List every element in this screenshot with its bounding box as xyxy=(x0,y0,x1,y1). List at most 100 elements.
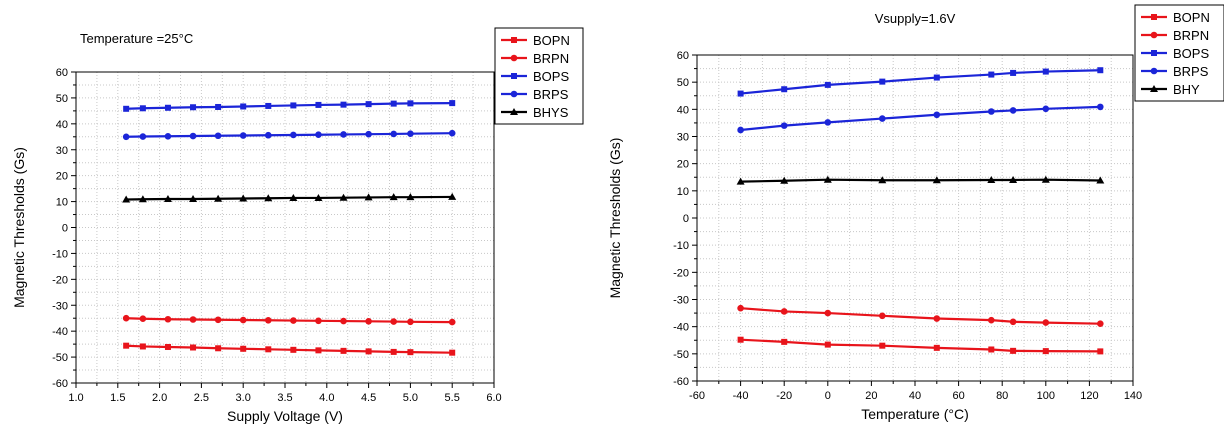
y-tick-label: 30 xyxy=(677,132,689,144)
data-point-bhys xyxy=(364,193,373,201)
data-point-bhys xyxy=(264,194,273,202)
data-point-bopn xyxy=(123,342,130,349)
data-point-bopn xyxy=(340,347,347,354)
x-tick-label: -40 xyxy=(733,390,749,402)
grid xyxy=(696,54,1134,382)
series-line-bopn xyxy=(126,344,453,354)
y-tick-label: 40 xyxy=(677,104,689,116)
y-tick-label: 30 xyxy=(56,145,68,157)
data-point-brpn xyxy=(340,317,347,325)
data-point-bopn xyxy=(879,342,886,349)
data-point-brps xyxy=(239,132,247,139)
data-point-brps xyxy=(933,111,941,119)
y-tick-label: -50 xyxy=(673,349,689,361)
y-tick-label: -40 xyxy=(673,322,689,334)
data-point-bhys xyxy=(138,195,147,203)
chart-supply-voltage: 1.0 1.5 2.0 2.5 3.0 3.5 4.0 4.5 5.0 5.5 6.0-60-50-… xyxy=(11,27,584,424)
data-point-bopn xyxy=(824,341,831,348)
data-point-brpn xyxy=(189,316,197,323)
data-point-bhy xyxy=(780,176,789,184)
legend: BOPN BRPN BOPS BRPS BHYS xyxy=(494,27,584,125)
data-point-brps xyxy=(122,133,130,141)
legend-swatch-marker xyxy=(510,54,518,62)
x-tick-label: 40 xyxy=(909,390,921,402)
y-axis: -60 -50 -40 -30 -20 -10 0 10 20 30 40 50 60 xyxy=(673,50,697,388)
data-point-brpn xyxy=(933,315,941,322)
x-tick-label: 120 xyxy=(1080,390,1098,402)
legend-swatch-marker xyxy=(511,73,517,79)
data-point-bopn xyxy=(988,346,995,353)
data-point-bhys xyxy=(122,195,131,203)
x-tick-label: 2.5 xyxy=(194,392,209,404)
data-point-bhys xyxy=(163,194,172,202)
x-tick-label: 20 xyxy=(865,390,877,402)
data-point-bops xyxy=(215,103,222,110)
y-tick-label: -30 xyxy=(52,300,68,312)
chart-title: Temperature =25°C xyxy=(80,31,193,46)
data-point-bhy xyxy=(1009,175,1018,183)
legend-swatch-marker xyxy=(510,90,518,98)
data-point-bopn xyxy=(1042,348,1049,355)
x-tick-label: 3.0 xyxy=(236,392,251,404)
data-point-brpn xyxy=(290,317,297,324)
x-tick-label: 100 xyxy=(1037,390,1055,402)
data-point-bhys xyxy=(214,194,223,202)
data-point-bopn xyxy=(407,349,414,356)
data-point-bopn xyxy=(1097,348,1104,355)
series-bopn xyxy=(737,336,1104,355)
x-tick-label: 1.0 xyxy=(68,392,83,404)
series-bhys xyxy=(122,192,457,203)
x-tick-label: 4.5 xyxy=(361,392,376,404)
data-point-brpn xyxy=(139,315,147,323)
data-point-brpn xyxy=(239,316,247,324)
data-point-brps xyxy=(1097,103,1104,111)
data-point-brps xyxy=(340,131,347,138)
series-line-brpn xyxy=(126,317,453,324)
data-point-brpn xyxy=(1042,319,1050,326)
legend-swatch-marker xyxy=(1150,31,1158,39)
y-tick-label: 50 xyxy=(677,77,689,89)
data-point-bops xyxy=(1010,69,1017,76)
data-point-brps xyxy=(1042,105,1050,113)
y-tick-label: 60 xyxy=(677,50,689,62)
y-tick-label: 0 xyxy=(683,213,689,225)
data-point-bhy xyxy=(878,176,887,184)
data-point-brps xyxy=(824,119,832,126)
data-point-bops xyxy=(340,101,347,108)
data-point-bopn xyxy=(781,338,788,345)
legend-label: BRPN xyxy=(1173,28,1209,43)
y-tick-label: 60 xyxy=(56,67,68,79)
data-point-bops xyxy=(290,102,297,109)
data-point-brpn xyxy=(737,304,744,312)
data-point-bopn xyxy=(190,344,197,351)
data-point-bops xyxy=(737,90,744,97)
y-tick-label: -40 xyxy=(52,326,68,338)
data-point-brpn xyxy=(1097,320,1104,327)
data-point-bhy xyxy=(823,175,832,183)
data-point-brps xyxy=(290,131,297,139)
x-tick-label: -60 xyxy=(689,390,705,402)
data-point-brpn xyxy=(164,315,172,323)
y-tick-label: -30 xyxy=(673,295,689,307)
data-point-bhys xyxy=(339,193,348,201)
data-point-bops xyxy=(190,104,197,111)
data-point-bhys xyxy=(289,193,298,201)
data-point-bopn xyxy=(737,336,744,343)
y-tick-label: 50 xyxy=(56,93,68,105)
x-tick-label: 5.0 xyxy=(403,392,418,404)
data-point-bopn xyxy=(139,343,146,350)
data-point-bops xyxy=(449,100,456,107)
data-point-bhy xyxy=(1096,176,1105,184)
x-axis-title: Temperature (°C) xyxy=(861,406,969,422)
data-point-brps xyxy=(164,132,172,140)
data-point-bopn xyxy=(449,349,456,356)
data-point-bops xyxy=(265,102,272,109)
data-point-brps xyxy=(390,130,397,138)
legend-swatch-marker xyxy=(1150,85,1158,92)
y-axis: -60 -50 -40 -30 -20 -10 0 10 20 30 40 50 60 xyxy=(52,67,76,390)
chart-temperature: -60 -40 -20 0 20 40 60 80 100 120 140-60-50-40-30-… xyxy=(607,4,1224,422)
y-tick-label: 20 xyxy=(56,171,68,183)
y-tick-label: 10 xyxy=(56,197,68,209)
legend-label: BOPN xyxy=(1173,10,1210,25)
y-tick-label: -10 xyxy=(52,248,68,260)
